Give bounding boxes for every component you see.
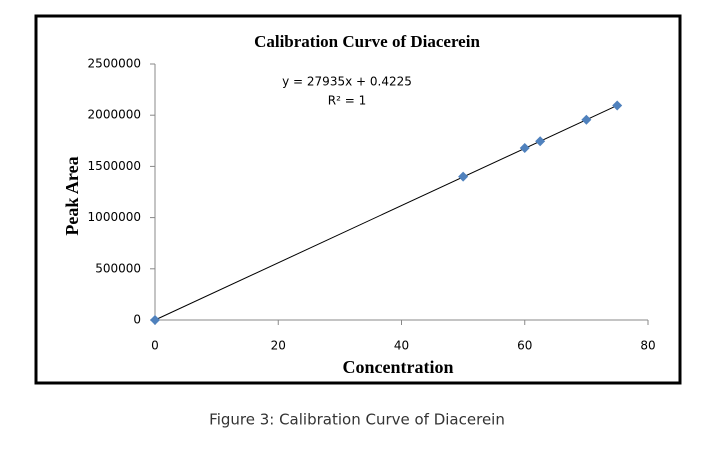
r-squared: R² = 1 <box>328 94 366 108</box>
y-tick-label: 2000000 <box>88 108 141 122</box>
chart-frame <box>34 14 682 385</box>
x-tick-label: 20 <box>271 339 286 353</box>
y-tick-label: 1000000 <box>88 210 141 224</box>
x-tick-label: 0 <box>151 339 159 353</box>
y-tick-label: 1500000 <box>88 159 141 173</box>
y-axis-title: Peak Area <box>62 156 82 235</box>
data-point <box>458 171 469 182</box>
chart-title: Calibration Curve of Diacerein <box>254 32 480 51</box>
data-point <box>535 136 546 147</box>
caption: Figure 3: Calibration Curve of Diacerein <box>209 411 505 429</box>
equation: y = 27935x + 0.4225 <box>282 75 412 89</box>
data-point <box>150 315 160 325</box>
x-tick-label: 80 <box>640 339 655 353</box>
x-tick-label: 40 <box>394 339 409 353</box>
data-point <box>612 100 623 111</box>
y-tick-label: 2500000 <box>88 57 141 71</box>
x-tick-label: 60 <box>517 339 532 353</box>
data-point <box>581 114 592 125</box>
x-axis-title: Concentration <box>343 357 454 377</box>
data-point <box>519 142 530 153</box>
y-tick-label: 500000 <box>95 261 141 275</box>
y-tick-label: 0 <box>133 313 141 327</box>
